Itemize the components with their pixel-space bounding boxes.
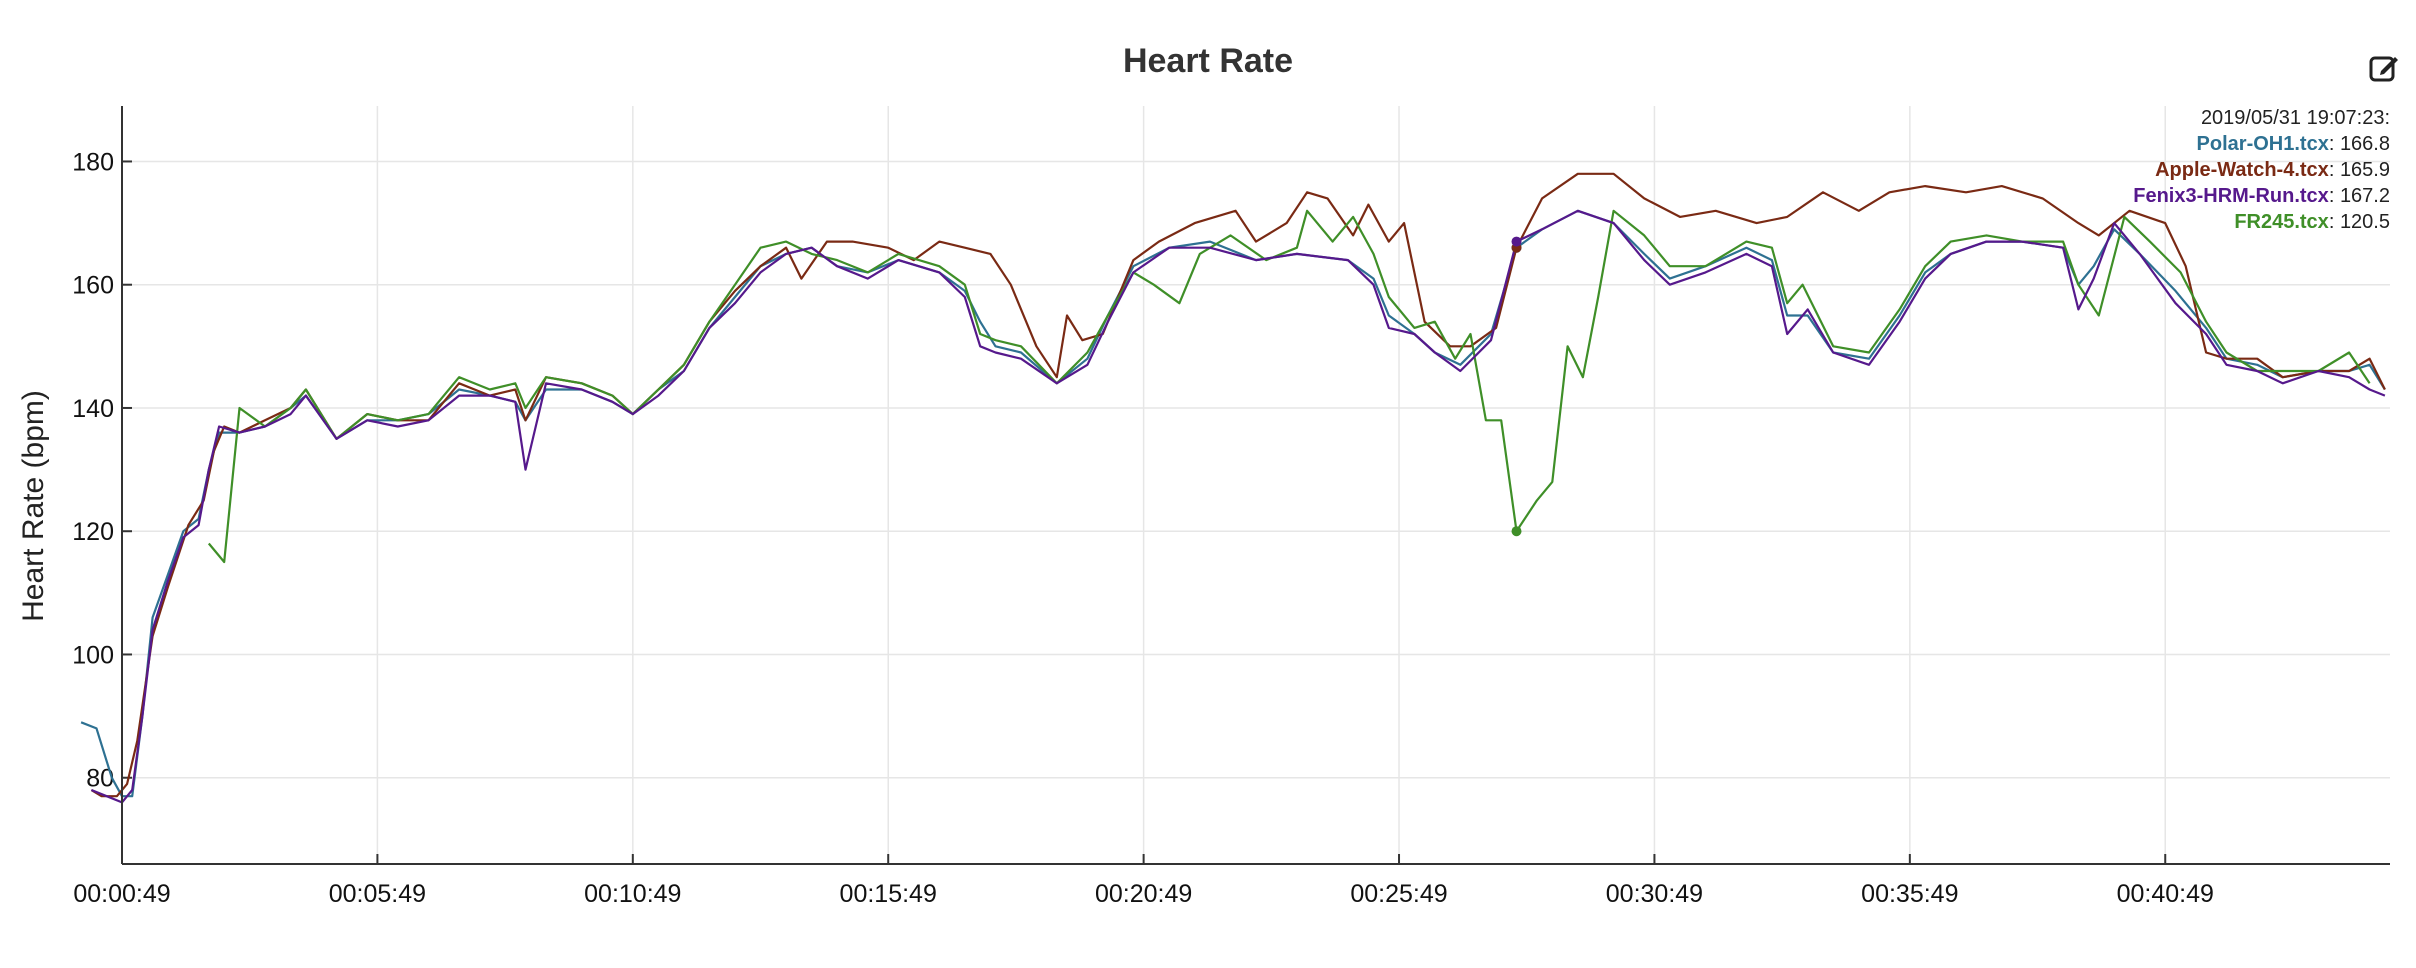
legend-entry-fr245: FR245.tcx: 120.5 — [2234, 211, 2390, 233]
x-tick-label: 00:25:49 — [1350, 880, 1447, 908]
x-tick-label: 00:20:49 — [1095, 880, 1192, 908]
legend-entry-fenix: Fenix3-HRM-Run.tcx: 167.2 — [2133, 185, 2390, 207]
x-tick-label: 00:15:49 — [840, 880, 937, 908]
legend-series-name: Fenix3-HRM-Run.tcx — [2133, 185, 2329, 207]
series-lines — [80, 172, 2386, 804]
hover-legend: 2019/05/31 19:07:23: Polar-OH1.tcx: 166.… — [2133, 105, 2390, 235]
y-tick-label: 120 — [72, 518, 114, 546]
hover-point — [1511, 236, 1522, 247]
legend-series-value: 165.9 — [2339, 159, 2390, 181]
y-tick-label: 180 — [72, 148, 114, 176]
legend-timestamp: 2019/05/31 19:07:23: — [2200, 107, 2390, 129]
x-tick-label: 00:35:49 — [1861, 880, 1958, 908]
legend-entry-apple: Apple-Watch-4.tcx: 165.9 — [2155, 159, 2390, 181]
y-tick-label: 100 — [72, 641, 114, 669]
series-line-fr245-tcx[interactable] — [207, 209, 2371, 564]
edit-icon[interactable] — [2368, 52, 2400, 84]
series-line-fenix3-hrm-run-tcx[interactable] — [90, 209, 2386, 804]
series-line-apple-watch-4-tcx[interactable] — [90, 172, 2386, 798]
hover-markers — [1511, 236, 1522, 537]
legend-series-value: 120.5 — [2339, 211, 2390, 233]
legend-entry-polar: Polar-OH1.tcx: 166.8 — [2196, 133, 2390, 155]
x-tick-label: 00:30:49 — [1606, 880, 1703, 908]
y-tick-label: 160 — [72, 272, 114, 300]
x-tick-label: 00:10:49 — [584, 880, 681, 908]
series-line-polar-oh1-tcx[interactable] — [80, 209, 2386, 798]
x-tick-label: 00:00:49 — [73, 880, 170, 908]
y-tick-label: 140 — [72, 395, 114, 423]
axis-ticks: 00:00:49 00:05:49 00:10:49 00:15:49 00:20:49… — [72, 148, 2214, 908]
legend-series-value: 166.8 — [2339, 133, 2390, 155]
grid — [121, 106, 2390, 864]
legend-series-name: Apple-Watch-4.tcx — [2155, 159, 2329, 181]
x-tick-label: 00:40:49 — [2117, 880, 2214, 908]
legend-series-name: FR245.tcx — [2234, 211, 2329, 233]
chart-title: Heart Rate — [1122, 42, 1294, 80]
legend-series-name: Polar-OH1.tcx — [2196, 133, 2329, 155]
legend-series-value: 167.2 — [2339, 185, 2390, 207]
x-tick-label: 00:05:49 — [329, 880, 426, 908]
axes — [121, 106, 2390, 865]
hover-point — [1511, 526, 1522, 537]
